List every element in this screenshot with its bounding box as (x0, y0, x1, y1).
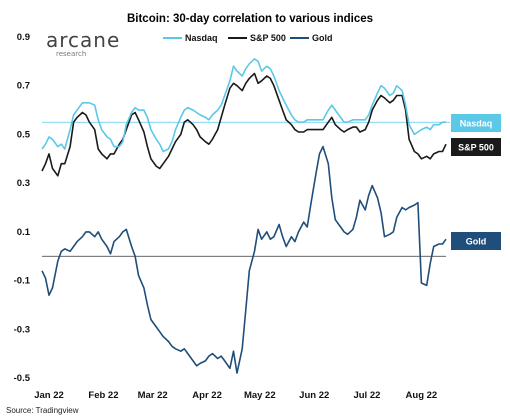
legend-label: S&P 500 (250, 33, 286, 43)
y-tick-label: 0.5 (17, 129, 31, 140)
x-tick-label: May 22 (244, 390, 276, 401)
x-tick-label: Apr 22 (192, 390, 222, 401)
chart-title: Bitcoin: 30-day correlation to various i… (127, 13, 373, 25)
y-tick-label: 0.7 (17, 81, 30, 92)
series-lines (41, 58, 447, 374)
x-axis: Jan 22 Feb 22 Mar 22 Apr 22 May 22 Jun 22 Jul … (34, 390, 437, 401)
y-tick-label: 0.9 (17, 32, 30, 43)
y-tick-label: -0.3 (14, 324, 30, 335)
end-tag-box (451, 232, 501, 250)
x-tick-label: Jan 22 (34, 390, 64, 401)
source-note: Source: Tradingview (6, 406, 79, 415)
x-tick-label: Jul 22 (353, 390, 380, 401)
end-tag-label: Nasdaq (460, 119, 493, 129)
end-tag-label: S&P 500 (458, 143, 494, 153)
arcane-research-logo: arcane research (46, 30, 120, 58)
end-tag-label: Gold (466, 237, 487, 247)
x-tick-label: Aug 22 (406, 390, 438, 401)
logo-wordmark: arcane (46, 28, 121, 52)
y-tick-label: -0.5 (14, 373, 31, 384)
y-tick-label: -0.1 (14, 276, 31, 287)
end-tag-box (451, 138, 501, 156)
x-tick-label: Jun 22 (299, 390, 329, 401)
y-tick-label: 0.1 (17, 227, 31, 238)
x-tick-label: Feb 22 (88, 390, 118, 401)
series-line-gold (41, 145, 447, 374)
end-tag-box (451, 114, 501, 132)
x-tick-label: Mar 22 (138, 390, 168, 401)
y-axis: 0.9 0.7 0.5 0.3 0.1 -0.1 -0.3 -0.5 (14, 32, 31, 384)
y-tick-label: 0.3 (17, 178, 30, 189)
logo-subtitle: research (56, 50, 87, 58)
legend-label: Nasdaq (185, 33, 218, 43)
legend-label: Gold (312, 33, 333, 43)
legend: Nasdaq S&P 500 Gold (163, 33, 333, 43)
series-line-s-p-500 (41, 72, 447, 177)
series-line-nasdaq (41, 58, 446, 153)
series-end-tags: Nasdaq S&P 500 Gold (451, 114, 501, 250)
